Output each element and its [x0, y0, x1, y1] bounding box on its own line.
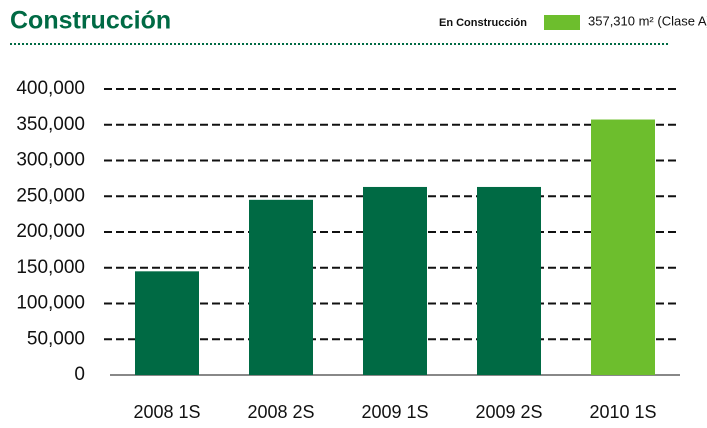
legend-title: En Construcción: [439, 17, 527, 29]
bar: [477, 186, 541, 375]
bar: [249, 199, 313, 375]
bar: [363, 186, 427, 375]
y-tick-label: 350,000: [16, 114, 85, 135]
bar: [591, 119, 655, 376]
y-tick-label: 100,000: [16, 293, 85, 314]
x-tick-label: 2009 1S: [361, 402, 428, 422]
y-tick-label: 200,000: [16, 221, 85, 242]
chart-title: Construcción: [10, 7, 171, 35]
y-tick-label: 250,000: [16, 185, 85, 206]
y-tick-label: 150,000: [16, 257, 85, 278]
y-tick-label: 0: [74, 364, 85, 385]
x-tick-label: 2008 1S: [133, 402, 200, 422]
x-tick-label: 2009 2S: [475, 402, 542, 422]
legend-swatch: [544, 15, 580, 30]
y-tick-label: 400,000: [16, 78, 85, 99]
legend-label: 357,310 m² (Clase A): [588, 13, 707, 28]
x-tick-label: 2008 2S: [247, 402, 314, 422]
y-tick-label: 300,000: [16, 150, 85, 171]
bar: [135, 271, 199, 375]
y-tick-label: 50,000: [27, 328, 85, 349]
x-tick-label: 2010 1S: [589, 402, 656, 422]
